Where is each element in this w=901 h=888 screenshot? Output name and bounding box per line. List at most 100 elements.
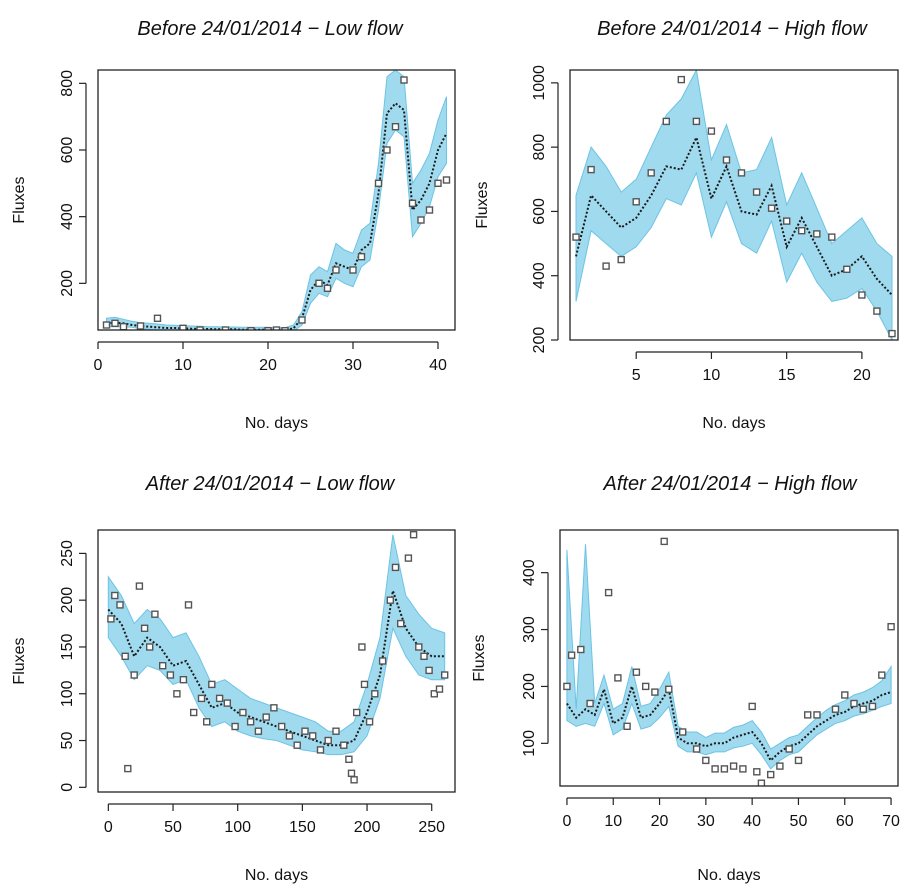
y-tick-label: 300 — [521, 616, 538, 643]
observation-point — [434, 179, 442, 188]
x-tick-label: 0 — [94, 357, 103, 374]
x-tick-label: 30 — [344, 357, 362, 374]
plot-frame — [97, 69, 456, 331]
y-tick-label: 1000 — [531, 65, 548, 101]
observation-point — [215, 694, 224, 703]
observation-point — [409, 531, 418, 539]
observation-point — [873, 307, 881, 315]
observation-point — [602, 262, 610, 270]
observation-point — [563, 682, 571, 691]
observation-point — [660, 537, 668, 546]
observation-point — [221, 326, 230, 330]
observation-point — [119, 323, 128, 330]
x-tick-label: 10 — [174, 357, 192, 374]
observation-point — [798, 226, 806, 235]
observation-point — [145, 643, 154, 651]
observation-point — [420, 652, 428, 660]
y-tick-label: 200 — [59, 587, 76, 614]
observation-point — [737, 169, 746, 177]
chart-panel-1: 0 10 20 30 40 200 400 600 800 Before 24/01/2014 −… — [11, 18, 456, 432]
observation-point — [231, 722, 239, 731]
observation-point — [378, 657, 387, 665]
observation-point — [223, 699, 232, 707]
observation-point — [323, 284, 332, 292]
fitted-series-line — [566, 682, 892, 763]
observation-point — [116, 601, 124, 609]
observation-point — [752, 188, 761, 196]
chart-title: Before 24/01/2014 − High flow — [597, 18, 868, 40]
x-tick-label: 0 — [104, 819, 113, 836]
x-axis-label: No. days — [245, 415, 308, 432]
observation-point — [586, 699, 594, 708]
observation-point — [828, 233, 836, 241]
observation-point — [567, 651, 576, 659]
observation-point — [315, 279, 323, 287]
observation-point — [441, 671, 449, 679]
observation-point — [435, 685, 444, 693]
observation-point — [604, 588, 613, 597]
observation-point — [349, 266, 357, 274]
observation-point — [679, 728, 687, 736]
observation-point — [757, 779, 766, 786]
observation-point — [246, 718, 255, 726]
plot-frame — [559, 529, 899, 787]
observation-point — [179, 676, 188, 684]
observation-point — [254, 727, 263, 735]
observation-point — [632, 198, 640, 206]
observation-point — [572, 233, 580, 241]
observation-point — [247, 327, 255, 330]
y-tick-label: 200 — [521, 673, 538, 700]
observation-point — [878, 671, 886, 679]
observation-point — [831, 705, 840, 713]
observation-point — [151, 610, 159, 618]
observation-point — [425, 666, 433, 675]
y-tick-label: 0 — [59, 783, 76, 792]
x-tick-label: 60 — [836, 813, 854, 830]
y-tick-label: 400 — [59, 203, 76, 230]
observation-point — [783, 217, 791, 225]
observation-point — [360, 680, 369, 689]
x-tick-label: 20 — [651, 813, 669, 830]
y-tick-label: 100 — [521, 730, 538, 757]
y-axis-label: Fluxes — [474, 181, 491, 228]
observation-point — [158, 662, 167, 670]
observation-point — [135, 582, 144, 590]
observation-point — [868, 702, 877, 711]
plot-area — [572, 70, 896, 340]
observation-point — [272, 326, 281, 330]
observation-point — [173, 690, 181, 698]
plot-area — [102, 70, 451, 330]
x-tick-label: 15 — [778, 367, 796, 384]
observation-point — [887, 623, 895, 631]
y-tick-label: 200 — [531, 327, 548, 354]
observation-point — [442, 176, 451, 184]
y-tick-label: 50 — [59, 732, 76, 750]
x-tick-label: 10 — [604, 813, 622, 830]
x-tick-label: 40 — [429, 357, 447, 374]
observation-point — [430, 690, 438, 698]
x-tick-label: 10 — [703, 367, 721, 384]
observation-point — [196, 326, 204, 330]
observation-point — [400, 76, 408, 84]
observation-point — [347, 769, 356, 777]
uncertainty-band — [566, 544, 892, 770]
observation-point — [785, 745, 793, 753]
observation-point — [208, 680, 216, 689]
observation-point — [358, 643, 366, 651]
observation-point — [813, 711, 821, 719]
plot-area — [107, 531, 449, 784]
observation-point — [111, 319, 119, 327]
observation-point — [166, 671, 175, 679]
observation-point — [614, 674, 622, 682]
observation-point — [776, 762, 784, 770]
x-axis-label: No. days — [697, 867, 760, 884]
observation-point — [404, 554, 413, 562]
x-tick-label: 250 — [418, 819, 445, 836]
chart-panel-2: 5 10 15 20 200 400 600 800 1000 Before 24/01/2014… — [474, 18, 899, 432]
chart-panel-4: 0 10 20 30 40 50 60 70 100 200 300 400 After 24/01/2… — [471, 473, 900, 884]
observation-point — [707, 127, 716, 135]
observation-point — [264, 327, 272, 330]
plot-area — [563, 537, 895, 786]
observation-point — [324, 736, 332, 745]
observation-point — [340, 741, 348, 749]
